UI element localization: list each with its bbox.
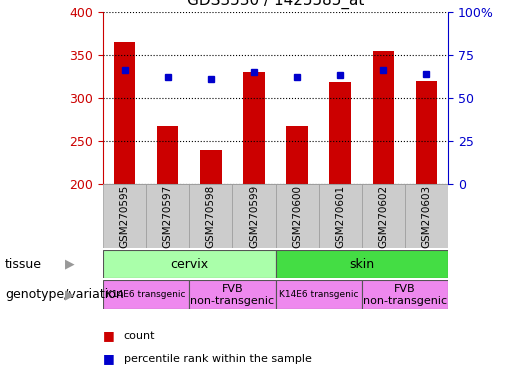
Text: skin: skin bbox=[349, 258, 374, 270]
Bar bbox=[200, 150, 221, 184]
Text: GSM270598: GSM270598 bbox=[206, 184, 216, 248]
Bar bbox=[276, 250, 448, 278]
Title: GDS3530 / 1425585_at: GDS3530 / 1425585_at bbox=[187, 0, 364, 9]
Text: K14E6 transgenic: K14E6 transgenic bbox=[107, 290, 186, 299]
Bar bbox=[103, 250, 276, 278]
Text: GSM270602: GSM270602 bbox=[379, 184, 388, 248]
Bar bbox=[405, 184, 448, 248]
Text: ▶: ▶ bbox=[65, 288, 74, 301]
Text: count: count bbox=[124, 331, 155, 341]
Bar bbox=[276, 184, 319, 248]
Bar bbox=[362, 184, 405, 248]
Text: FVB
non-transgenic: FVB non-transgenic bbox=[191, 284, 274, 306]
Bar bbox=[114, 42, 135, 184]
Text: ▶: ▶ bbox=[65, 258, 74, 270]
Text: percentile rank within the sample: percentile rank within the sample bbox=[124, 354, 312, 364]
Text: cervix: cervix bbox=[170, 258, 209, 270]
Text: genotype/variation: genotype/variation bbox=[5, 288, 124, 301]
Bar bbox=[189, 280, 276, 309]
Bar bbox=[243, 72, 265, 184]
Text: ■: ■ bbox=[103, 329, 115, 343]
Bar bbox=[319, 184, 362, 248]
Text: FVB
non-transgenic: FVB non-transgenic bbox=[363, 284, 447, 306]
Bar bbox=[103, 184, 146, 248]
Bar bbox=[372, 51, 394, 184]
Bar bbox=[232, 184, 276, 248]
Text: GSM270597: GSM270597 bbox=[163, 184, 173, 248]
Bar bbox=[276, 280, 362, 309]
Bar bbox=[362, 280, 448, 309]
Text: GSM270600: GSM270600 bbox=[292, 184, 302, 248]
Bar bbox=[157, 126, 179, 184]
Text: GSM270601: GSM270601 bbox=[335, 184, 345, 248]
Bar bbox=[189, 184, 232, 248]
Bar bbox=[416, 81, 437, 184]
Bar bbox=[103, 280, 189, 309]
Bar bbox=[146, 184, 189, 248]
Bar bbox=[286, 126, 308, 184]
Bar bbox=[330, 83, 351, 184]
Text: K14E6 transgenic: K14E6 transgenic bbox=[279, 290, 358, 299]
Text: GSM270603: GSM270603 bbox=[421, 184, 432, 248]
Text: tissue: tissue bbox=[5, 258, 42, 270]
Text: GSM270599: GSM270599 bbox=[249, 184, 259, 248]
Text: ■: ■ bbox=[103, 353, 115, 366]
Text: GSM270595: GSM270595 bbox=[119, 184, 130, 248]
